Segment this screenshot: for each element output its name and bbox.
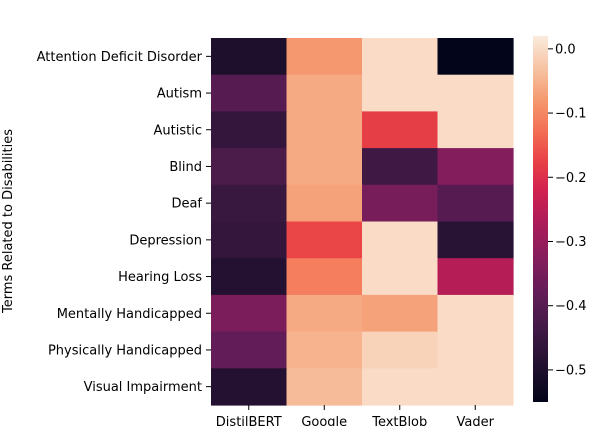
heatmap-cells bbox=[211, 38, 514, 406]
heatmap-cell bbox=[362, 331, 439, 369]
heatmap-cell bbox=[362, 221, 439, 259]
y-tick-labels: Attention Deficit Disorder Autism Autistic… bbox=[37, 50, 211, 395]
x-tick-label: Google bbox=[301, 415, 347, 426]
heatmap-cell bbox=[362, 74, 439, 112]
heatmap-cell bbox=[286, 148, 363, 186]
heatmap-cell bbox=[211, 368, 288, 406]
colorbar-ticks: 0.0 −0.1 −0.2 −0.3 −0.4 −0.5 bbox=[548, 42, 587, 378]
heatmap-cell bbox=[437, 184, 514, 223]
x-tick-label: DistilBERT bbox=[216, 415, 282, 426]
heatmap-cell bbox=[286, 184, 363, 223]
heatmap-cell bbox=[437, 111, 514, 149]
heatmap-cell bbox=[437, 221, 514, 259]
y-tick-label: Autistic bbox=[154, 123, 202, 138]
heatmap-cell bbox=[211, 38, 288, 76]
y-tick-label: Physically Handicapped bbox=[48, 343, 202, 358]
y-tick-label: Deaf bbox=[171, 197, 202, 212]
y-tick-label: Autism bbox=[157, 87, 202, 102]
heatmap-cell bbox=[286, 294, 363, 333]
heatmap-cell bbox=[362, 148, 439, 186]
heatmap-cell bbox=[362, 38, 439, 76]
heatmap-cell bbox=[362, 184, 439, 223]
colorbar-tick-label: −0.1 bbox=[555, 107, 587, 122]
y-tick-label: Mentally Handicapped bbox=[57, 307, 202, 322]
x-tick-labels: DistilBERT Google TextBlob Vader bbox=[216, 405, 495, 426]
heatmap-cell bbox=[362, 294, 439, 333]
colorbar bbox=[533, 36, 548, 402]
heatmap-cell bbox=[211, 111, 288, 149]
y-tick-label: Visual Impairment bbox=[84, 380, 202, 395]
heatmap-cell bbox=[437, 294, 514, 333]
heatmap-cell bbox=[211, 258, 288, 296]
y-axis-label: Terms Related to Disabilities bbox=[1, 129, 16, 314]
heatmap-cell bbox=[286, 38, 363, 76]
heatmap-cell bbox=[211, 331, 288, 369]
colorbar-tick-label: −0.2 bbox=[555, 171, 587, 186]
heatmap-cell bbox=[362, 258, 439, 296]
heatmap-cell bbox=[286, 221, 363, 259]
x-tick-label: TextBlob bbox=[371, 415, 427, 426]
heatmap-cell bbox=[286, 258, 363, 296]
heatmap-cell bbox=[437, 368, 514, 406]
heatmap-cell bbox=[437, 74, 514, 112]
heatmap-cell bbox=[286, 331, 363, 369]
heatmap-cell bbox=[362, 368, 439, 406]
heatmap-cell bbox=[437, 38, 514, 76]
x-tick-label: Vader bbox=[457, 415, 495, 426]
heatmap-cell bbox=[211, 148, 288, 186]
heatmap-cell bbox=[362, 111, 439, 149]
y-tick-label: Blind bbox=[169, 160, 202, 175]
y-tick-label: Attention Deficit Disorder bbox=[37, 50, 203, 65]
heatmap-cell bbox=[211, 74, 288, 112]
heatmap-cell bbox=[286, 111, 363, 149]
y-tick-label: Depression bbox=[129, 233, 202, 248]
colorbar-tick-label: −0.4 bbox=[555, 299, 587, 314]
heatmap-cell bbox=[437, 258, 514, 296]
colorbar-tick-label: −0.5 bbox=[555, 363, 587, 378]
heatmap-cell bbox=[211, 221, 288, 259]
colorbar-tick-label: −0.3 bbox=[555, 235, 587, 250]
heatmap-cell bbox=[437, 148, 514, 186]
heatmap-cell bbox=[286, 368, 363, 406]
heatmap-cell bbox=[211, 294, 288, 333]
heatmap-cell bbox=[286, 74, 363, 112]
heatmap-cell bbox=[437, 331, 514, 369]
y-tick-label: Hearing Loss bbox=[118, 270, 202, 285]
heatmap-cell bbox=[211, 184, 288, 223]
colorbar-tick-label: 0.0 bbox=[555, 42, 576, 57]
